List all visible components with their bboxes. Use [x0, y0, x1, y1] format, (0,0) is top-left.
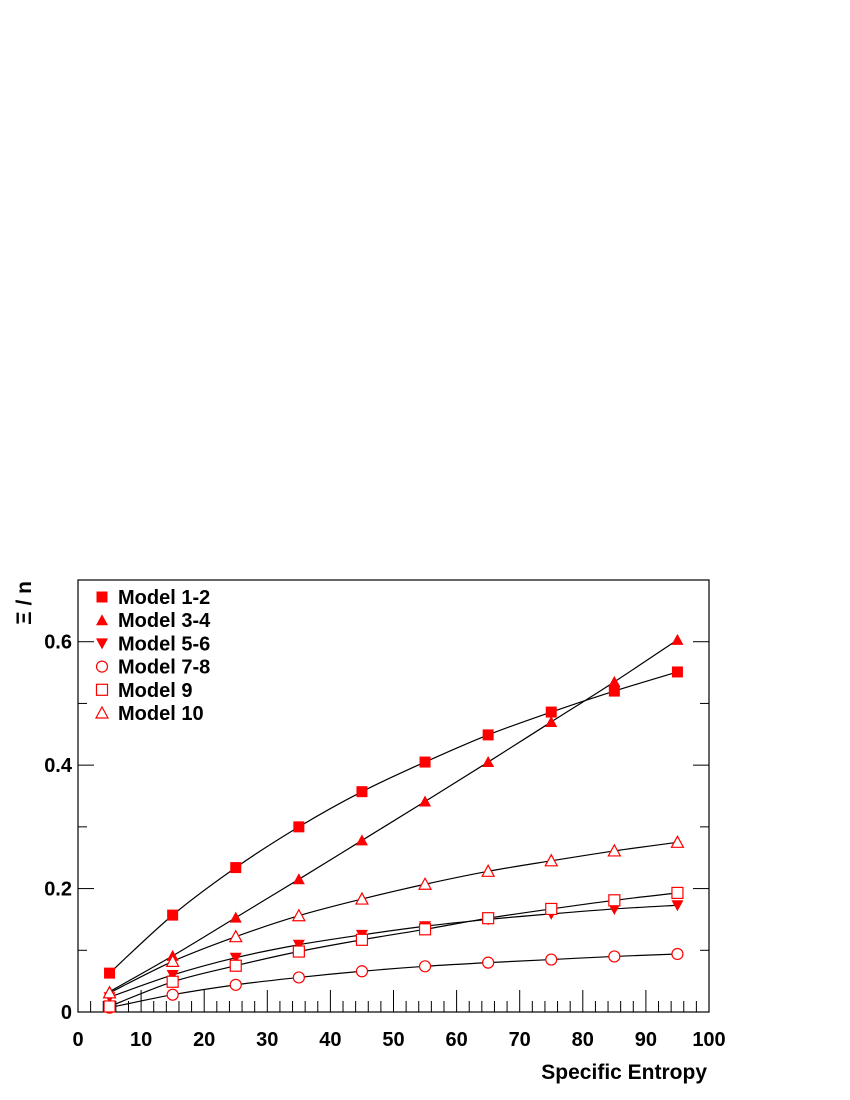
data-point-series-6: [481, 864, 496, 877]
data-point-series-2: [545, 715, 558, 727]
legend-label-series-6: Model 10: [118, 703, 204, 725]
legend-marker-series-6: [94, 705, 110, 719]
data-point-series-2: [482, 756, 495, 768]
data-point-series-6: [228, 929, 243, 943]
data-point-series-2: [608, 675, 621, 687]
data-point-series-5: [608, 894, 621, 907]
data-point-series-2: [355, 834, 368, 846]
data-point-series-3: [608, 903, 621, 915]
data-point-series-5: [355, 933, 369, 946]
data-point-series-6: [544, 853, 559, 867]
x-tick-label: 90: [635, 1029, 657, 1051]
data-point-series-6: [418, 876, 433, 890]
data-point-series-4: [166, 988, 179, 1001]
data-point-series-4: [292, 971, 305, 984]
data-point-series-4: [418, 960, 432, 973]
y-axis-label: Ξ / n: [13, 581, 36, 625]
data-point-series-3: [292, 939, 305, 951]
data-point-series-6: [607, 843, 622, 857]
x-tick-label: 60: [445, 1029, 467, 1051]
y-tick-label: 0: [61, 1002, 72, 1024]
data-point-series-2: [229, 911, 242, 923]
fit-curves: [109, 639, 678, 1009]
x-tick-label: 80: [572, 1029, 594, 1051]
data-point-series-1: [545, 706, 557, 718]
x-tick-label: 20: [193, 1029, 215, 1051]
y-tick-label: 0.6: [44, 632, 72, 654]
data-point-series-1: [230, 862, 242, 874]
legend-label-series-3: Model 5-6: [118, 633, 210, 655]
data-point-series-5: [103, 1000, 116, 1013]
data-point-series-4: [355, 965, 369, 978]
data-point-series-6: [165, 954, 180, 967]
data-point-series-4: [545, 953, 558, 966]
data-point-series-2: [419, 795, 432, 807]
x-tick-label: 100: [692, 1029, 725, 1051]
fit-curve-series-3: [109, 904, 678, 998]
data-point-series-4: [229, 978, 242, 991]
fit-curve-series-6: [109, 841, 678, 994]
data-point-series-6: [102, 985, 117, 999]
data-point-series-5: [545, 902, 558, 916]
x-tick-label: 50: [382, 1029, 404, 1051]
data-point-series-5: [229, 959, 242, 972]
legend-label-series-1: Model 1-2: [118, 587, 210, 609]
data-point-series-6: [670, 835, 685, 848]
data-point-series-4: [608, 950, 621, 963]
data-point-series-3: [229, 952, 242, 964]
x-tick-label: 30: [256, 1029, 278, 1051]
legend-label-series-4: Model 7-8: [118, 657, 210, 679]
x-axis-label: Specific Entropy: [541, 1061, 707, 1084]
legend-marker-series-3: [96, 638, 108, 650]
data-point-series-6: [291, 908, 306, 922]
y-tick-label: 0.4: [44, 755, 73, 777]
data-point-series-2: [292, 873, 305, 885]
legend-marker-series-4: [95, 660, 109, 673]
data-point-series-5: [671, 886, 684, 899]
data-point-series-5: [166, 975, 179, 988]
data-point-series-1: [104, 967, 116, 979]
data-point-series-5: [418, 923, 432, 936]
fit-curve-series-1: [109, 671, 678, 974]
data-point-series-5: [292, 945, 305, 958]
axes: 0 10 20 30 40 50 60 70 80 90 100 0 0.2 0.4 0.6 Specific…: [13, 579, 726, 1084]
data-point-series-6: [354, 891, 369, 905]
data-point-series-4: [482, 956, 495, 969]
data-point-series-4: [671, 947, 684, 961]
x-tick-label: 10: [130, 1029, 152, 1051]
legend-label-series-5: Model 9: [118, 680, 192, 702]
data-point-series-1: [482, 729, 494, 741]
data-point-series-1: [671, 666, 683, 678]
legend-marker-series-5: [95, 683, 109, 696]
fit-curve-series-4: [109, 953, 678, 1009]
data-point-series-1: [167, 909, 179, 921]
y-tick-label: 0.2: [44, 879, 72, 901]
data-point-series-1: [293, 821, 305, 833]
data-point-series-1: [608, 685, 620, 697]
x-tick-label: 0: [72, 1029, 83, 1051]
data-point-series-3: [166, 969, 179, 981]
data-point-series-2: [671, 633, 684, 645]
data-point-series-5: [482, 912, 495, 925]
fit-curve-series-2: [109, 639, 678, 993]
x-tick-label: 70: [509, 1029, 531, 1051]
data-markers: [102, 633, 685, 1014]
data-point-series-1: [356, 786, 368, 798]
legend-marker-series-2: [96, 614, 108, 626]
data-point-series-1: [419, 756, 431, 768]
fit-curve-series-5: [109, 892, 678, 1008]
legend-label-series-2: Model 3-4: [118, 610, 211, 632]
data-point-series-3: [671, 900, 684, 912]
legend-marker-series-1: [96, 591, 108, 603]
x-tick-label: 40: [319, 1029, 341, 1051]
